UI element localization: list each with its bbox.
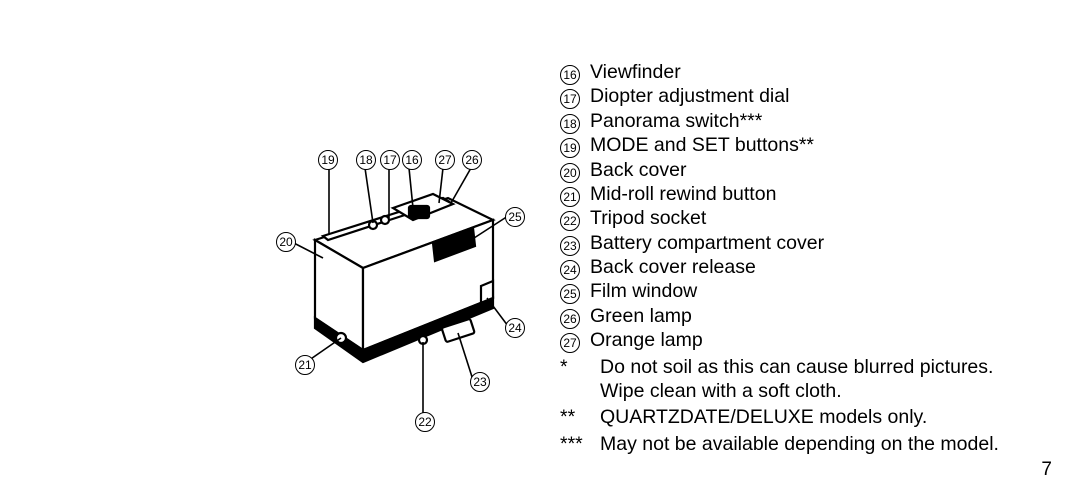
legend-number: 21 bbox=[560, 187, 580, 207]
callout-25: 25 bbox=[505, 207, 525, 227]
footnote: *** May not be available depending on th… bbox=[560, 432, 1030, 456]
legend-entry: 25 Film window bbox=[560, 279, 1030, 303]
callout-21: 21 bbox=[295, 355, 315, 375]
footnote-marker: * bbox=[560, 355, 600, 379]
footnote: ** QUARTZDATE/DELUXE models only. bbox=[560, 405, 1030, 429]
legend-number: 25 bbox=[560, 284, 580, 304]
callout-24: 24 bbox=[505, 318, 525, 338]
footnote-marker: *** bbox=[560, 432, 600, 456]
legend-label: Film window bbox=[590, 279, 1030, 303]
legend-column: 16 Viewfinder 17 Diopter adjustment dial… bbox=[560, 60, 1030, 456]
legend-entry: 22 Tripod socket bbox=[560, 206, 1030, 230]
callout-22: 22 bbox=[415, 412, 435, 432]
legend-label: Viewfinder bbox=[590, 60, 1030, 84]
legend-entry: 19 MODE and SET buttons** bbox=[560, 133, 1030, 157]
legend-entry: 24 Back cover release bbox=[560, 255, 1030, 279]
legend-label: Orange lamp bbox=[590, 328, 1030, 352]
legend-label: Back cover bbox=[590, 158, 1030, 182]
legend-number: 17 bbox=[560, 89, 580, 109]
legend-entry: 16 Viewfinder bbox=[560, 60, 1030, 84]
legend-entry: 20 Back cover bbox=[560, 158, 1030, 182]
legend-entry: 27 Orange lamp bbox=[560, 328, 1030, 352]
footnote-text: Do not soil as this can cause blurred pi… bbox=[600, 355, 1030, 404]
legend-number: 18 bbox=[560, 114, 580, 134]
legend-number: 23 bbox=[560, 236, 580, 256]
callout-27: 27 bbox=[435, 150, 455, 170]
legend-number: 24 bbox=[560, 260, 580, 280]
page-number: 7 bbox=[1041, 459, 1052, 481]
callout-18: 18 bbox=[356, 150, 376, 170]
callout-26: 26 bbox=[462, 150, 482, 170]
callout-23: 23 bbox=[470, 372, 490, 392]
legend-label: Tripod socket bbox=[590, 206, 1030, 230]
legend-entry: 26 Green lamp bbox=[560, 304, 1030, 328]
legend-label: Diopter adjustment dial bbox=[590, 84, 1030, 108]
legend-entry: 17 Diopter adjustment dial bbox=[560, 84, 1030, 108]
legend-number: 16 bbox=[560, 65, 580, 85]
footnote-text: QUARTZDATE/DELUXE models only. bbox=[600, 405, 1030, 429]
manual-page: 19 18 17 16 27 26 20 25 24 21 23 22 16 V… bbox=[0, 0, 1080, 501]
legend-entry: 23 Battery compartment cover bbox=[560, 231, 1030, 255]
callout-19: 19 bbox=[318, 150, 338, 170]
footnote-marker: ** bbox=[560, 405, 600, 429]
legend-number: 27 bbox=[560, 333, 580, 353]
legend-number: 22 bbox=[560, 211, 580, 231]
legend-number: 26 bbox=[560, 309, 580, 329]
legend-entry: 21 Mid-roll rewind button bbox=[560, 182, 1030, 206]
legend-number: 20 bbox=[560, 163, 580, 183]
footnote-text: May not be available depending on the mo… bbox=[600, 432, 1030, 456]
legend-entry: 18 Panorama switch*** bbox=[560, 109, 1030, 133]
camera-back-diagram bbox=[293, 148, 513, 440]
legend-label: Green lamp bbox=[590, 304, 1030, 328]
callout-16: 16 bbox=[402, 150, 422, 170]
legend-number: 19 bbox=[560, 138, 580, 158]
callout-17: 17 bbox=[380, 150, 400, 170]
legend-label: Battery compartment cover bbox=[590, 231, 1030, 255]
legend-label: Panorama switch*** bbox=[590, 109, 1030, 133]
legend-label: Mid-roll rewind button bbox=[590, 182, 1030, 206]
legend-label: Back cover release bbox=[590, 255, 1030, 279]
footnote: * Do not soil as this can cause blurred … bbox=[560, 355, 1030, 404]
callout-20: 20 bbox=[276, 232, 296, 252]
legend-label: MODE and SET buttons** bbox=[590, 133, 1030, 157]
camera-illustration bbox=[293, 148, 513, 440]
